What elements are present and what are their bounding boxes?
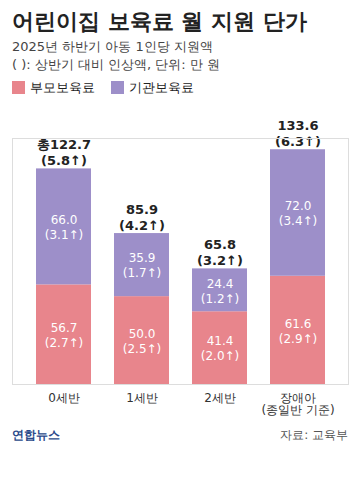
html-text:기관보육료: 기관보육료 bbox=[129, 80, 194, 95]
html-text:부모보육료: 부모보육료 bbox=[30, 80, 95, 95]
svg-text:24.4(1.2↑): 24.4(1.2↑) bbox=[201, 277, 240, 306]
svg-text:65.8(3.2↑): 65.8(3.2↑) bbox=[197, 237, 243, 268]
svg-text:1세반: 1세반 bbox=[126, 391, 158, 405]
svg-text:61.6(2.9↑): 61.6(2.9↑) bbox=[279, 317, 318, 346]
svg-text:85.9(4.2↑): 85.9(4.2↑) bbox=[119, 202, 165, 233]
svg-text:41.4(2.0↑): 41.4(2.0↑) bbox=[201, 334, 240, 363]
html-text:자료: 교육부: 자료: 교육부 bbox=[280, 428, 348, 442]
svg-text:56.7(2.7↑): 56.7(2.7↑) bbox=[45, 321, 84, 350]
svg-text:총122.7(5.8↑): 총122.7(5.8↑) bbox=[37, 137, 91, 168]
html-text:연합뉴스: 연합뉴스 bbox=[12, 428, 60, 442]
html-text:2025년 하반기 아동 1인당 지원액: 2025년 하반기 아동 1인당 지원액 bbox=[12, 39, 213, 54]
svg-text:2세반: 2세반 bbox=[204, 391, 236, 405]
html-text:( ): 상반기 대비 인상액, 단위: 만 원: ( ): 상반기 대비 인상액, 단위: 만 원 bbox=[12, 57, 220, 72]
svg-text:66.0(3.1↑): 66.0(3.1↑) bbox=[45, 213, 84, 242]
svg-text:장애아(종일반 기준): 장애아(종일반 기준) bbox=[261, 391, 334, 417]
svg-text:72.0(3.4↑): 72.0(3.4↑) bbox=[279, 199, 318, 228]
svg-text:35.9(1.7↑): 35.9(1.7↑) bbox=[123, 251, 162, 280]
svg-text:50.0(2.5↑): 50.0(2.5↑) bbox=[123, 327, 162, 356]
html-text:어린이집 보육료 월 지원 단가: 어린이집 보육료 월 지원 단가 bbox=[12, 9, 307, 34]
svg-text:133.6(6.3↑): 133.6(6.3↑) bbox=[275, 118, 321, 149]
svg-text:0세반: 0세반 bbox=[48, 391, 80, 405]
